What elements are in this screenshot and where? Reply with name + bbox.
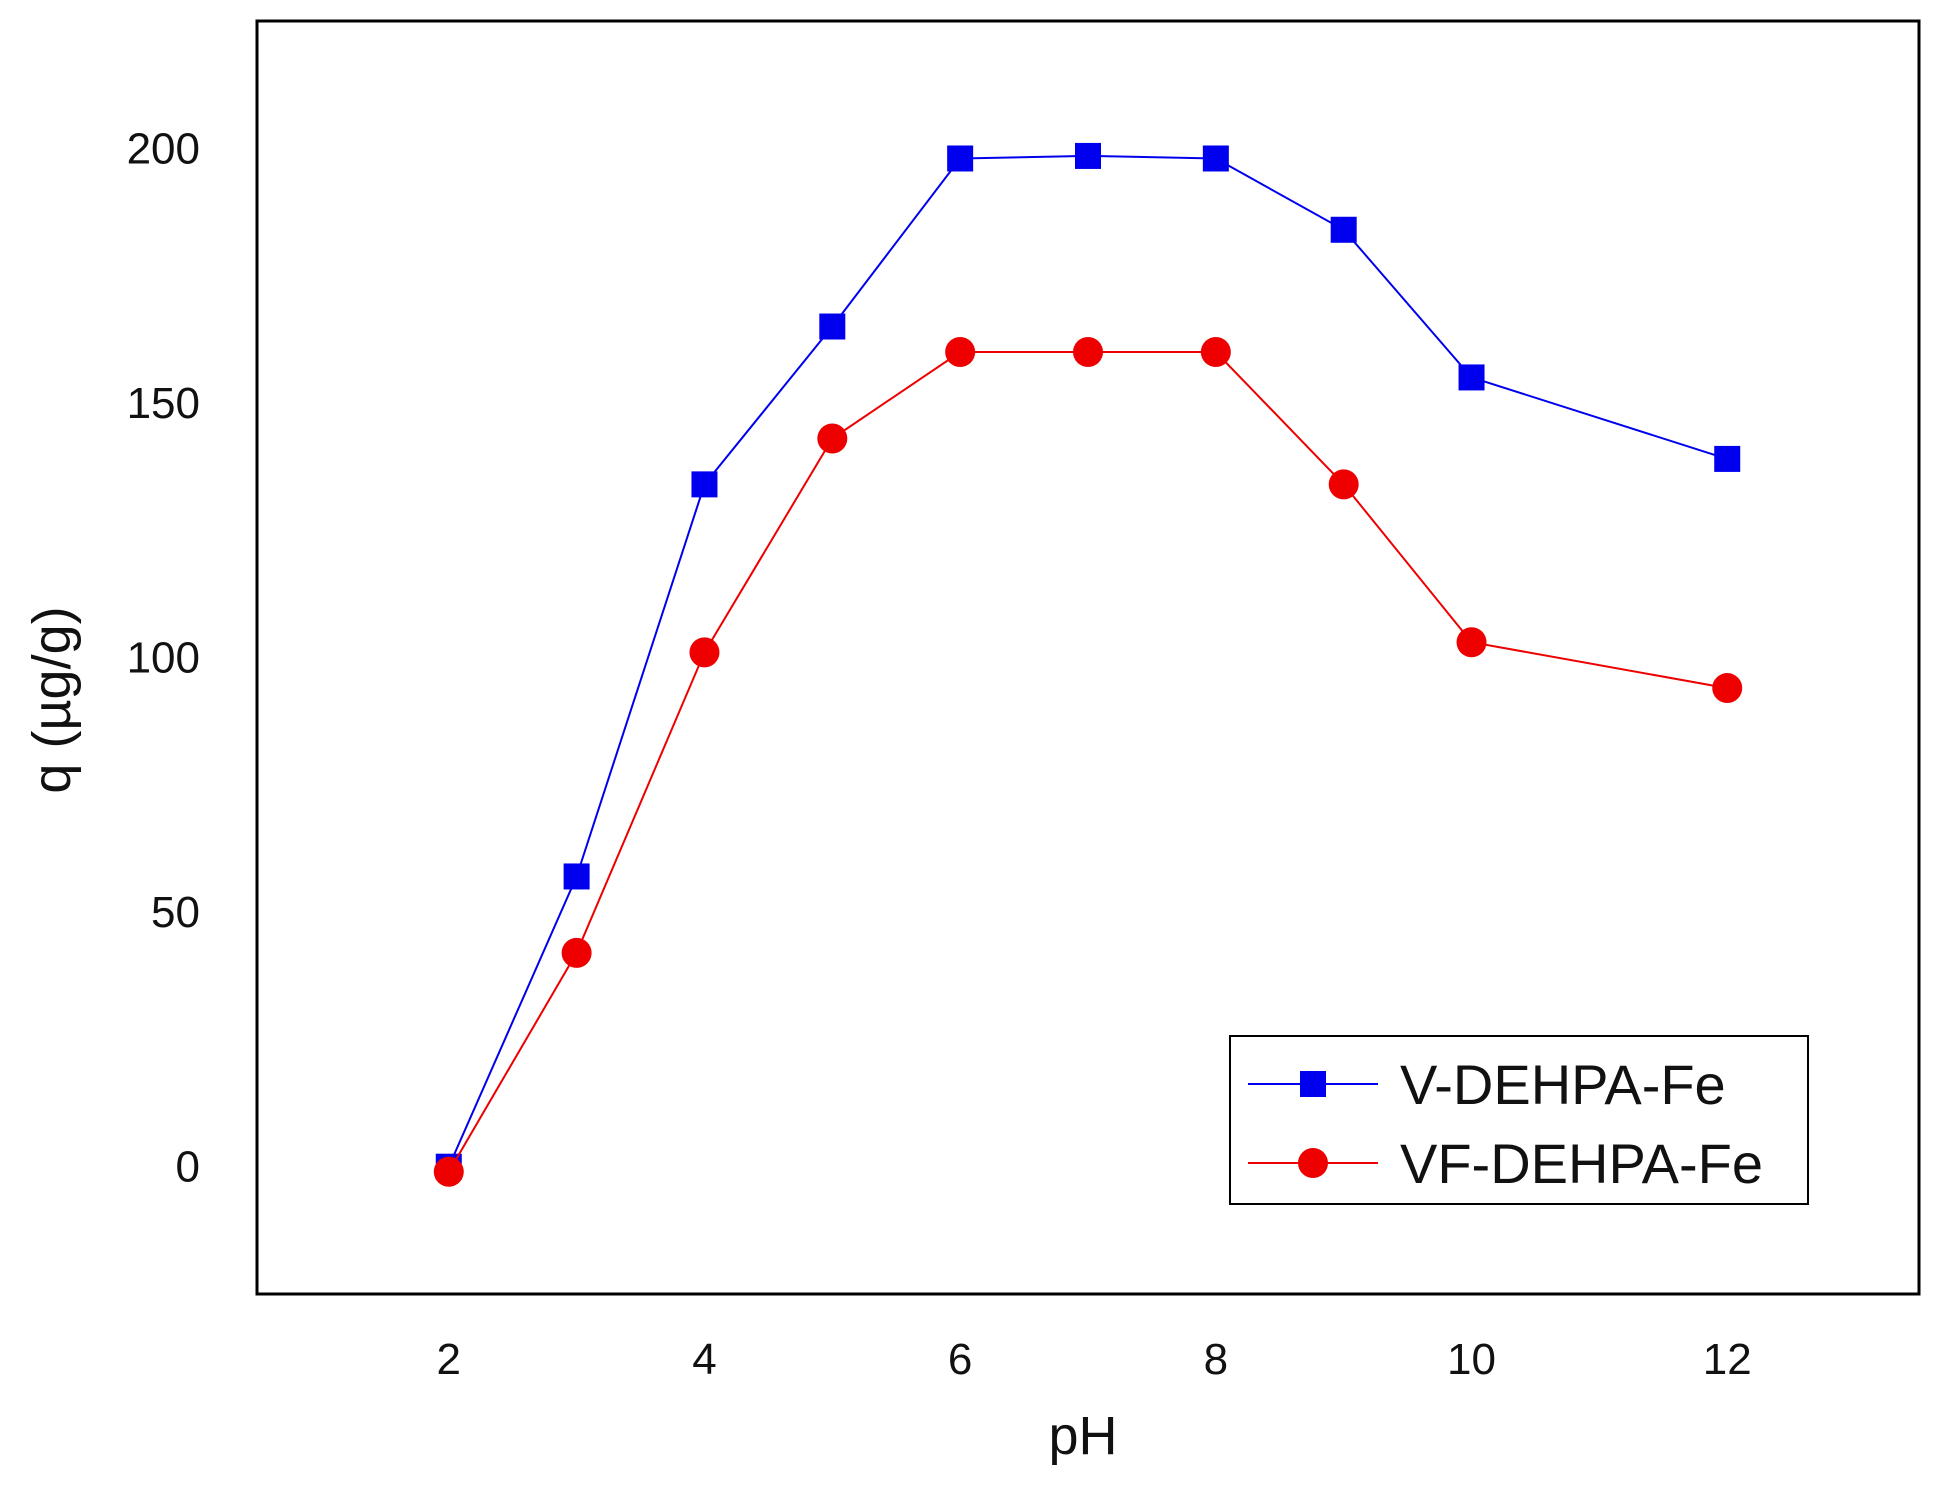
y-tick-label: 200 <box>127 124 200 173</box>
x-axis-title: pH <box>1048 1406 1117 1466</box>
legend-label-vf-dehpa-fe: VF-DEHPA-Fe <box>1400 1132 1763 1195</box>
series-line-vf-dehpa-fe <box>447 351 1728 1173</box>
data-point <box>1712 673 1743 704</box>
data-point <box>945 336 976 367</box>
data-point <box>817 423 848 454</box>
data-point <box>561 937 592 968</box>
x-tick-label: 6 <box>948 1335 972 1384</box>
y-tick-label: 50 <box>151 888 200 937</box>
data-point <box>1075 142 1101 169</box>
x-tick-label: 4 <box>692 1335 716 1384</box>
legend-box <box>1229 1035 1809 1205</box>
x-tick-label: 2 <box>437 1335 461 1384</box>
data-point <box>1073 336 1103 367</box>
data-point <box>1202 145 1229 172</box>
series-v-dehpa-fe <box>435 142 1741 1180</box>
series-line-v-dehpa-fe <box>447 154 1728 1168</box>
data-point <box>947 145 974 172</box>
legend-label-v-dehpa-fe: V-DEHPA-Fe <box>1400 1053 1726 1116</box>
data-point <box>1456 627 1487 658</box>
y-axis-ticks: 0 50 100 150 200 <box>127 124 200 1191</box>
data-point <box>689 637 720 668</box>
x-tick-label: 12 <box>1703 1335 1752 1384</box>
x-axis-ticks: 2 4 6 8 10 12 <box>437 1335 1752 1384</box>
legend-marker-vf-dehpa-fe <box>1298 1148 1328 1178</box>
data-point <box>1200 336 1231 367</box>
y-tick-label: 150 <box>127 379 200 428</box>
data-point <box>819 313 846 340</box>
legend-marker-v-dehpa-fe <box>1300 1071 1326 1097</box>
data-point <box>1330 216 1357 243</box>
y-tick-label: 0 <box>176 1143 200 1192</box>
data-point <box>691 471 718 498</box>
data-point <box>1714 445 1741 472</box>
x-tick-label: 8 <box>1204 1335 1228 1384</box>
data-point <box>563 863 590 890</box>
x-tick-label: 10 <box>1447 1335 1496 1384</box>
legend: V-DEHPA-Fe VF-DEHPA-Fe <box>1229 1035 1809 1205</box>
y-tick-label: 100 <box>127 634 200 683</box>
data-point <box>433 1156 464 1187</box>
series-layer <box>433 142 1743 1187</box>
data-point <box>1328 469 1359 500</box>
data-point <box>1458 364 1485 391</box>
y-axis-title: q (µg/g) <box>22 606 82 793</box>
series-vf-dehpa-fe <box>433 336 1743 1187</box>
plot-frame <box>255 19 1921 1296</box>
